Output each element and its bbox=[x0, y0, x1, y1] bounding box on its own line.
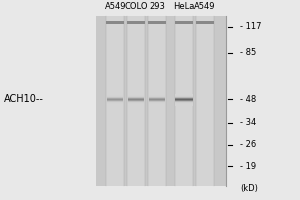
Bar bbox=[107, 98, 123, 99]
Bar bbox=[107, 105, 123, 106]
Text: - 117: - 117 bbox=[240, 22, 261, 31]
Bar bbox=[128, 105, 144, 106]
Bar bbox=[175, 105, 193, 106]
Bar bbox=[107, 99, 123, 100]
Bar bbox=[175, 104, 193, 105]
Bar bbox=[196, 21, 214, 24]
Bar bbox=[148, 16, 166, 186]
Bar bbox=[107, 101, 123, 102]
Bar bbox=[149, 95, 165, 96]
Bar bbox=[128, 104, 144, 105]
Bar bbox=[175, 101, 193, 102]
Bar bbox=[175, 103, 193, 104]
Bar bbox=[149, 98, 165, 99]
Bar bbox=[107, 103, 123, 104]
Bar bbox=[107, 94, 123, 95]
Text: (kD): (kD) bbox=[240, 184, 258, 193]
Bar bbox=[149, 104, 165, 105]
Text: - 48: - 48 bbox=[240, 95, 256, 104]
Bar bbox=[107, 103, 123, 104]
Bar bbox=[106, 16, 124, 186]
Bar bbox=[149, 101, 165, 102]
Bar bbox=[149, 103, 165, 104]
Bar bbox=[175, 104, 193, 105]
Bar bbox=[127, 16, 146, 186]
Bar bbox=[175, 21, 193, 24]
Bar bbox=[128, 98, 144, 99]
Bar bbox=[149, 96, 165, 97]
Bar bbox=[196, 16, 214, 186]
Bar bbox=[107, 104, 123, 105]
Bar bbox=[128, 96, 144, 97]
Bar bbox=[107, 97, 123, 98]
Text: COLO: COLO bbox=[124, 2, 148, 11]
Bar bbox=[128, 100, 144, 101]
Bar bbox=[175, 102, 193, 103]
Text: HeLa: HeLa bbox=[173, 2, 194, 11]
Bar bbox=[175, 16, 193, 186]
Bar bbox=[107, 102, 123, 103]
Text: - 26: - 26 bbox=[240, 140, 256, 149]
Text: A549: A549 bbox=[104, 2, 126, 11]
Bar bbox=[175, 99, 193, 100]
Bar bbox=[175, 103, 193, 104]
Bar bbox=[149, 94, 165, 95]
Bar bbox=[128, 95, 144, 96]
Bar bbox=[148, 21, 166, 24]
Bar bbox=[107, 101, 123, 102]
Text: ACH10--: ACH10-- bbox=[4, 94, 44, 104]
Bar bbox=[149, 99, 165, 100]
Bar bbox=[175, 95, 193, 96]
Bar bbox=[149, 102, 165, 103]
Bar bbox=[128, 100, 144, 101]
Bar bbox=[175, 94, 193, 95]
Bar bbox=[128, 102, 144, 103]
Bar bbox=[96, 16, 226, 186]
Bar bbox=[128, 97, 144, 98]
Bar bbox=[128, 102, 144, 103]
Bar bbox=[107, 96, 123, 97]
Bar bbox=[149, 97, 165, 98]
Bar bbox=[128, 99, 144, 100]
Bar bbox=[175, 97, 193, 98]
Bar bbox=[128, 103, 144, 104]
Bar bbox=[175, 96, 193, 97]
Bar bbox=[128, 103, 144, 104]
Bar bbox=[107, 102, 123, 103]
Bar bbox=[149, 100, 165, 101]
Bar bbox=[128, 104, 144, 105]
Bar bbox=[149, 101, 165, 102]
Bar bbox=[128, 99, 144, 100]
Text: 293: 293 bbox=[149, 2, 165, 11]
Bar bbox=[107, 99, 123, 100]
Text: A549: A549 bbox=[194, 2, 216, 11]
Bar bbox=[175, 100, 193, 101]
Bar bbox=[106, 21, 124, 24]
Text: - 19: - 19 bbox=[240, 162, 256, 171]
Bar bbox=[175, 99, 193, 100]
Bar bbox=[175, 98, 193, 99]
Bar bbox=[149, 102, 165, 103]
Bar bbox=[175, 100, 193, 101]
Bar bbox=[149, 99, 165, 100]
Text: - 34: - 34 bbox=[240, 118, 256, 127]
Bar bbox=[107, 100, 123, 101]
Bar bbox=[107, 104, 123, 105]
Text: - 85: - 85 bbox=[240, 48, 256, 57]
Bar bbox=[128, 94, 144, 95]
Bar bbox=[107, 100, 123, 101]
Bar bbox=[149, 103, 165, 104]
Bar bbox=[127, 21, 146, 24]
Bar bbox=[175, 102, 193, 103]
Bar bbox=[149, 100, 165, 101]
Bar bbox=[149, 105, 165, 106]
Bar bbox=[107, 95, 123, 96]
Bar bbox=[128, 101, 144, 102]
Bar bbox=[175, 101, 193, 102]
Bar bbox=[128, 101, 144, 102]
Bar bbox=[149, 104, 165, 105]
